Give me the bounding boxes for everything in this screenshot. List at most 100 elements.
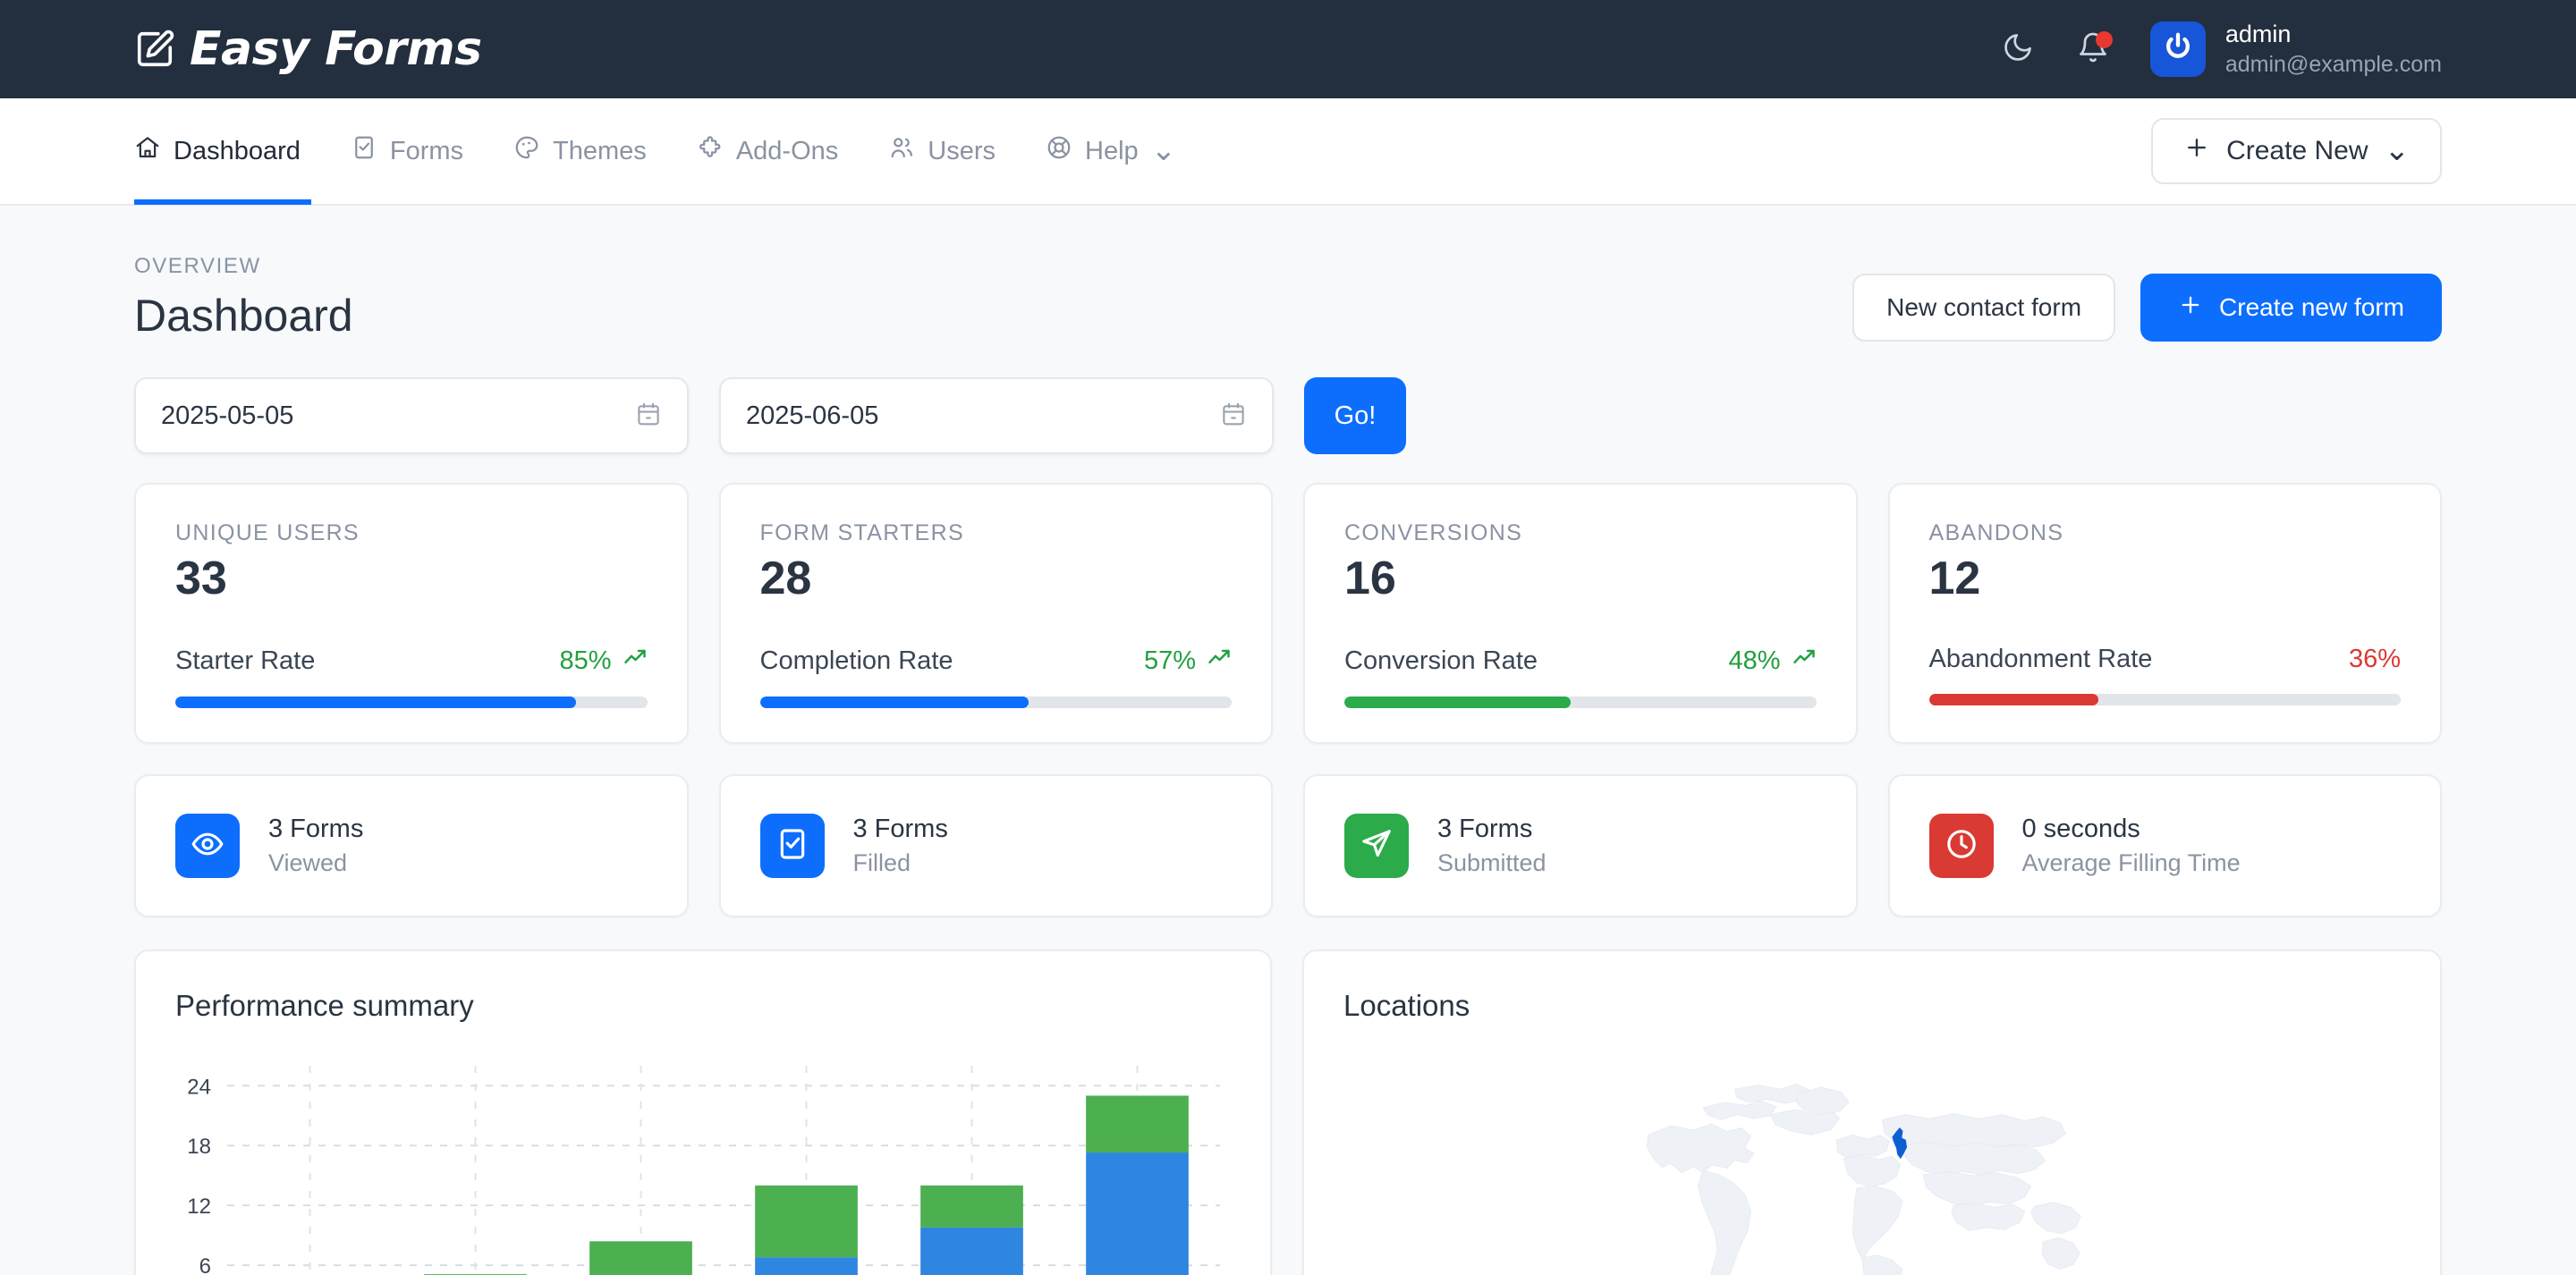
kpi-rate-value-group: 36% [2349,645,2401,674]
kpi-rate-value-group: 85% [559,645,647,677]
bar-segment[interactable] [755,1257,858,1275]
trend-up-icon [623,645,648,677]
create-new-button[interactable]: Create New ⌄ [2151,118,2442,184]
nav-item-label: Add-Ons [735,136,839,165]
kpi-card-abandons: ABANDONS 12 Abandonment Rate 36% [1887,483,2442,744]
y-axis-tick-label: 24 [187,1075,211,1099]
kpi-label: FORM STARTERS [759,520,964,545]
date-filter-bar: Go! [134,377,2442,454]
kpi-progress-bar [1928,694,2401,705]
user-email: admin@example.com [2224,52,2442,77]
brand-logo[interactable]: Easy Forms [134,22,482,76]
kpi-rate-row: Completion Rate 57% [760,645,1233,677]
form-check-icon [775,826,810,866]
y-axis-tick-label: 12 [187,1195,211,1219]
nav-item-label: Dashboard [174,136,301,165]
trend-up-icon [1792,645,1817,677]
date-from-field[interactable] [134,377,689,454]
world-map[interactable] [1304,1059,2440,1275]
trend-up-icon [1207,645,1232,677]
bar-segment[interactable] [589,1241,692,1275]
page-title: Dashboard [134,291,353,341]
kpi-rate-value: 85% [559,646,612,675]
mini-card-text: 3 Forms Filled [853,815,948,877]
panel-title: Performance summary [175,989,474,1022]
calendar-icon[interactable] [635,401,662,432]
palette-icon [513,134,540,168]
eye-icon [190,826,225,866]
performance-summary-panel: Performance summary 24 18 12 6 [134,950,1272,1275]
kpi-rate-value-group: 57% [1144,645,1232,677]
kpi-progress-bar [759,697,1232,708]
mini-card-row: 3 Forms Viewed 3 Forms Filled [134,774,2442,917]
form-check-icon [351,134,377,168]
send-icon [1359,826,1394,866]
kpi-value: 12 [1928,553,1981,604]
nav-item-label: Help [1085,136,1139,165]
kpi-progress-bar [175,697,648,708]
nav-item-add-ons[interactable]: Add-Ons [672,97,863,205]
kpi-card-unique-users: UNIQUE USERS 33 Starter Rate 85% [134,483,689,744]
mini-card-subtitle: Submitted [1437,849,1546,876]
nav-item-forms[interactable]: Forms [326,97,488,205]
nav-item-themes[interactable]: Themes [488,97,672,205]
mini-card-text: 3 Forms Viewed [268,815,363,877]
date-to-input[interactable] [746,401,1220,431]
puzzle-icon [697,134,724,168]
nav-item-label: Themes [553,136,647,165]
mini-card-filled[interactable]: 3 Forms Filled [718,774,1273,917]
kpi-rate-value: 57% [1143,646,1196,675]
go-button[interactable]: Go! [1304,377,1406,454]
performance-chart: 24 18 12 6 [175,1057,1231,1275]
mini-card-text: 3 Forms Submitted [1437,815,1546,877]
plus-icon [2178,292,2203,324]
notifications-button[interactable] [2075,31,2113,67]
date-to-field[interactable] [719,377,1274,454]
create-new-form-button[interactable]: Create new form [2140,274,2442,342]
panel-row: Performance summary 24 18 12 6 Locations [134,950,2442,1275]
mini-card-subtitle: Viewed [268,849,348,876]
power-icon [2160,30,2196,70]
mini-card-title: 3 Forms [268,815,364,843]
kpi-card-form-starters: FORM STARTERS 28 Completion Rate 57% [718,483,1273,744]
kpi-card-row: UNIQUE USERS 33 Starter Rate 85% FORM ST… [134,483,2442,744]
nav-item-users[interactable]: Users [863,97,1021,205]
bar-segment[interactable] [1086,1095,1189,1153]
top-bar: Easy Forms [0,0,2576,98]
date-from-input[interactable] [161,401,635,431]
locations-panel: Locations [1302,950,2442,1275]
kpi-value: 16 [1344,553,1396,604]
chevron-down-icon: ⌄ [2384,133,2411,168]
bar-segment[interactable] [1086,1153,1189,1275]
kpi-rate-label: Abandonment Rate [1928,645,2153,673]
page-actions: New contact form Create new form [1852,274,2442,342]
breadcrumb: OVERVIEW [134,254,261,278]
mini-card-average-filling-time[interactable]: 0 seconds Average Filling Time [1887,774,2442,917]
bar-segment[interactable] [755,1185,858,1258]
bar-segment[interactable] [920,1227,1023,1275]
form-check-icon-tile [759,814,825,878]
dark-mode-toggle[interactable] [2000,31,2036,67]
clock-icon [1944,826,1979,866]
user-menu[interactable]: admin admin@example.com [2149,21,2442,78]
eye-icon-tile [175,814,240,878]
bar-segment[interactable] [920,1185,1023,1228]
new-contact-form-button[interactable]: New contact form [1852,274,2116,342]
kpi-rate-row: Abandonment Rate 36% [1929,645,2402,674]
mini-card-title: 3 Forms [1437,815,1533,843]
mini-card-submitted[interactable]: 3 Forms Submitted [1303,774,1858,917]
chevron-down-icon: ⌄ [1150,133,1177,168]
nav-item-dashboard[interactable]: Dashboard [134,97,326,205]
nav-item-label: Users [928,136,996,165]
nav-items: Dashboard Forms Themes [134,97,1201,205]
world-map-svg[interactable] [1304,1059,2440,1275]
calendar-icon[interactable] [1220,401,1247,432]
nav-item-help[interactable]: Help ⌄ [1021,97,1201,205]
highlighted-country-norway[interactable] [1892,1127,1908,1160]
kpi-rate-value: 36% [2348,645,2401,673]
mini-card-viewed[interactable]: 3 Forms Viewed [134,774,689,917]
brand-name: Easy Forms [190,22,482,76]
y-axis-tick-label: 6 [199,1254,211,1275]
kpi-label: UNIQUE USERS [175,520,360,545]
kpi-label: CONVERSIONS [1344,520,1523,545]
